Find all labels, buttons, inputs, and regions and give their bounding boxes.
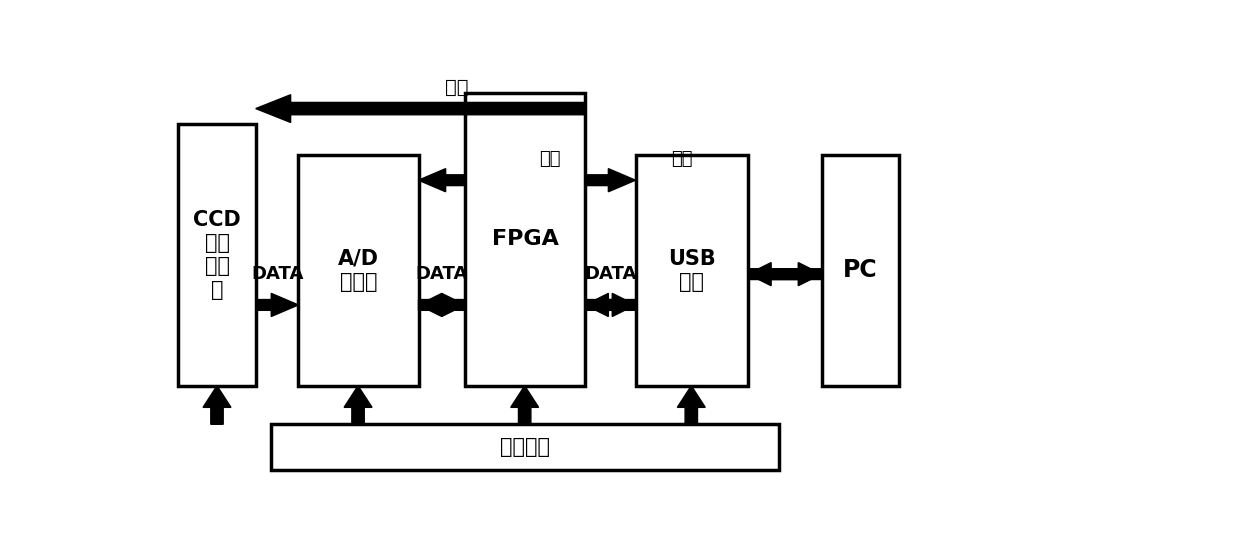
Text: FPGA: FPGA bbox=[491, 230, 558, 250]
FancyArrow shape bbox=[677, 386, 706, 424]
FancyArrow shape bbox=[748, 263, 821, 286]
Text: 控制: 控制 bbox=[671, 150, 693, 168]
Text: PC: PC bbox=[843, 258, 878, 282]
Text: DATA: DATA bbox=[252, 265, 304, 283]
Text: 控制: 控制 bbox=[539, 150, 560, 168]
Bar bbox=[465, 93, 585, 386]
Bar bbox=[272, 424, 779, 470]
FancyArrow shape bbox=[203, 386, 231, 424]
Text: DATA: DATA bbox=[415, 265, 467, 283]
FancyArrow shape bbox=[585, 294, 635, 316]
FancyArrow shape bbox=[255, 294, 299, 316]
Text: USB
接口: USB 接口 bbox=[668, 249, 715, 292]
FancyArrow shape bbox=[511, 386, 538, 424]
Bar bbox=[821, 155, 899, 386]
Bar bbox=[179, 124, 255, 386]
FancyArrow shape bbox=[255, 95, 585, 123]
Text: CCD
图像
传感
器: CCD 图像 传感 器 bbox=[193, 210, 241, 300]
FancyArrow shape bbox=[748, 263, 821, 286]
Text: 控制: 控制 bbox=[445, 78, 469, 97]
Text: DATA: DATA bbox=[584, 265, 637, 283]
Text: A/D
转换器: A/D 转换器 bbox=[339, 249, 379, 292]
Bar bbox=[299, 155, 419, 386]
FancyArrow shape bbox=[345, 386, 372, 424]
FancyArrow shape bbox=[419, 294, 465, 316]
FancyArrow shape bbox=[585, 169, 635, 192]
FancyArrow shape bbox=[419, 169, 465, 192]
FancyArrow shape bbox=[419, 294, 465, 316]
Text: 系统电源: 系统电源 bbox=[500, 437, 551, 458]
FancyArrow shape bbox=[585, 294, 635, 316]
Bar bbox=[635, 155, 748, 386]
